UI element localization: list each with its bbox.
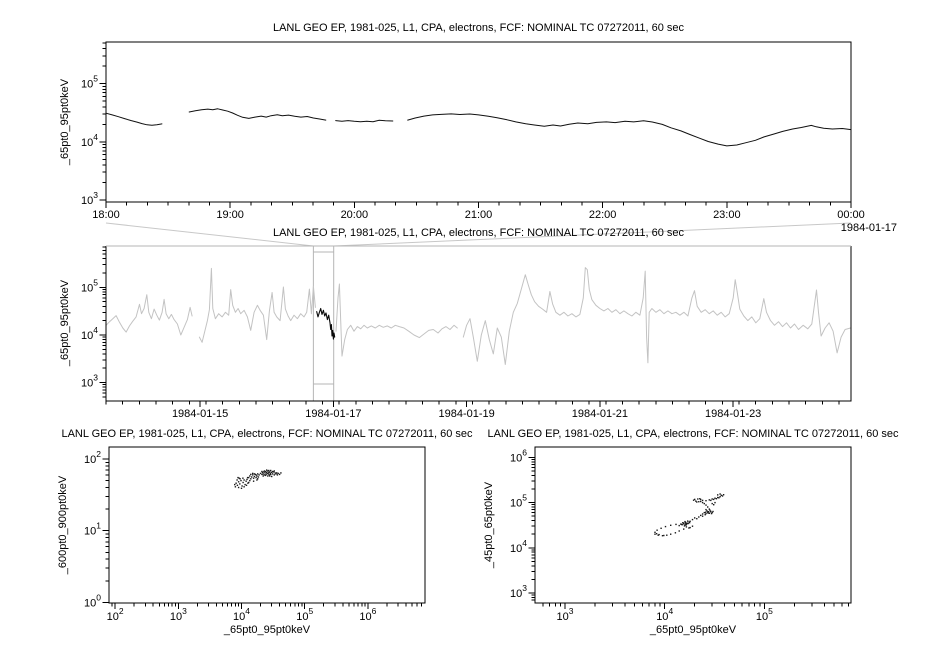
svg-text:105: 105 <box>756 606 773 623</box>
series-scatter <box>234 469 282 489</box>
svg-text:104: 104 <box>656 606 673 623</box>
panel-scatter_45_65[interactable]: 103 104 105 103 104 105 106 <box>510 446 852 623</box>
x-axis: 1984-01-15 1984-01-17 1984-01-19 1984-01-21… <box>105 401 840 420</box>
svg-text:1984-01-19: 1984-01-19 <box>438 408 494 420</box>
selection-box[interactable] <box>312 246 335 401</box>
y-axis: 100 101 102 <box>84 449 109 609</box>
top-panel-date-label: 1984-01-17 <box>841 222 897 234</box>
svg-text:1984-01-17: 1984-01-17 <box>305 408 361 420</box>
axes-frame <box>108 446 426 604</box>
panel-scatter_600_900[interactable]: 102 103 104 105 106 100 101 102 <box>84 446 426 623</box>
scatter-right-ylabel: _45pt0_65pt0keV <box>483 481 495 569</box>
y-axis: 103 104 105 106 <box>510 447 535 601</box>
svg-text:19:00: 19:00 <box>216 209 244 221</box>
svg-text:105: 105 <box>81 74 98 91</box>
svg-text:1984-01-15: 1984-01-15 <box>172 408 228 420</box>
zoom-connector <box>105 222 314 247</box>
y-axis: 103 104 105 <box>81 42 106 207</box>
svg-text:103: 103 <box>81 373 98 390</box>
svg-text:103: 103 <box>81 190 98 207</box>
svg-text:104: 104 <box>510 538 527 555</box>
top-panel-ylabel: _65pt0_95pt0keV <box>59 78 71 166</box>
svg-text:23:00: 23:00 <box>713 209 741 221</box>
svg-text:101: 101 <box>84 521 101 538</box>
svg-text:104: 104 <box>81 132 98 149</box>
zoom-connector <box>333 222 852 247</box>
series-highlight <box>316 307 336 340</box>
axes-frame <box>105 245 852 402</box>
series-line <box>105 267 851 365</box>
svg-text:104: 104 <box>233 606 250 623</box>
x-axis: 103 104 105 <box>542 603 850 623</box>
scatter-right-title: LANL GEO EP, 1981-025, L1, CPA, electron… <box>487 428 899 440</box>
context-panel-ylabel: _65pt0_95pt0keV <box>59 279 71 367</box>
series-line <box>105 108 852 147</box>
svg-text:102: 102 <box>107 606 124 623</box>
panel-context[interactable]: 1984-01-15 1984-01-17 1984-01-19 1984-01-21… <box>81 245 852 420</box>
svg-text:1984-01-23: 1984-01-23 <box>705 408 761 420</box>
svg-text:105: 105 <box>81 277 98 294</box>
svg-text:103: 103 <box>510 583 527 600</box>
scatter-left-ylabel: _600pt0_900pt0keV <box>57 475 69 575</box>
svg-text:106: 106 <box>510 447 527 464</box>
svg-text:21:00: 21:00 <box>465 209 493 221</box>
axes-frame <box>534 446 852 604</box>
context-panel-title: LANL GEO EP, 1981-025, L1, CPA, electron… <box>273 227 685 239</box>
rendered-plots: 18:00 19:00 20:00 21:00 22:00 23:00 00:0010310… <box>81 41 865 623</box>
svg-text:103: 103 <box>557 606 574 623</box>
svg-text:105: 105 <box>296 606 313 623</box>
svg-text:104: 104 <box>81 325 98 342</box>
scatter-left-xlabel: _65pt0_95pt0keV <box>223 624 311 636</box>
scatter-left-title: LANL GEO EP, 1981-025, L1, CPA, electron… <box>61 428 473 440</box>
x-axis: 18:00 19:00 20:00 21:00 22:00 23:00 00:00 <box>92 202 865 221</box>
series-scatter <box>654 493 725 537</box>
scatter-right-xlabel: _65pt0_95pt0keV <box>649 624 737 636</box>
svg-text:22:00: 22:00 <box>589 209 617 221</box>
svg-text:100: 100 <box>84 592 101 609</box>
svg-text:106: 106 <box>359 606 376 623</box>
y-axis: 103 104 105 <box>81 246 106 398</box>
axes-frame <box>105 41 852 203</box>
svg-text:102: 102 <box>84 449 101 466</box>
top-panel-title: LANL GEO EP, 1981-025, L1, CPA, electron… <box>273 22 685 34</box>
svg-text:103: 103 <box>170 606 187 623</box>
panel-top_zoom[interactable]: 18:00 19:00 20:00 21:00 22:00 23:00 00:0010310… <box>81 41 865 221</box>
svg-text:105: 105 <box>510 493 527 510</box>
x-axis: 102 103 104 105 106 <box>107 603 422 623</box>
svg-text:20:00: 20:00 <box>341 209 369 221</box>
svg-text:18:00: 18:00 <box>92 209 120 221</box>
svg-text:00:00: 00:00 <box>837 209 865 221</box>
svg-text:1984-01-21: 1984-01-21 <box>572 408 628 420</box>
